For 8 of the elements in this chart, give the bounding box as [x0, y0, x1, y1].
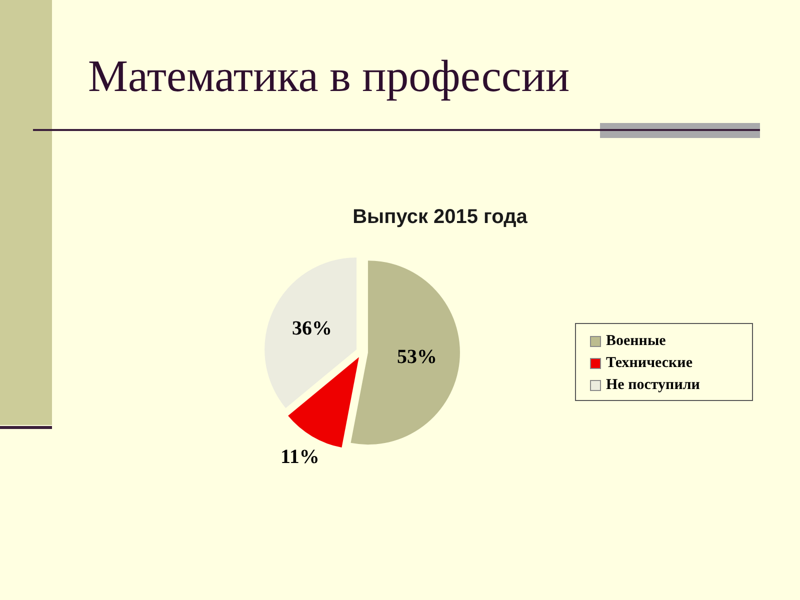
chart-subtitle: Выпуск 2015 года — [352, 206, 528, 229]
legend-label: Военные — [606, 332, 666, 350]
data-label: 53% — [396, 346, 437, 368]
chart-title: Математика в профессии — [88, 50, 570, 102]
data-label: 11% — [280, 446, 320, 468]
data-label: 36% — [292, 317, 332, 340]
legend-label: Не поступили — [606, 376, 700, 394]
legend-label: Технические — [606, 354, 692, 372]
